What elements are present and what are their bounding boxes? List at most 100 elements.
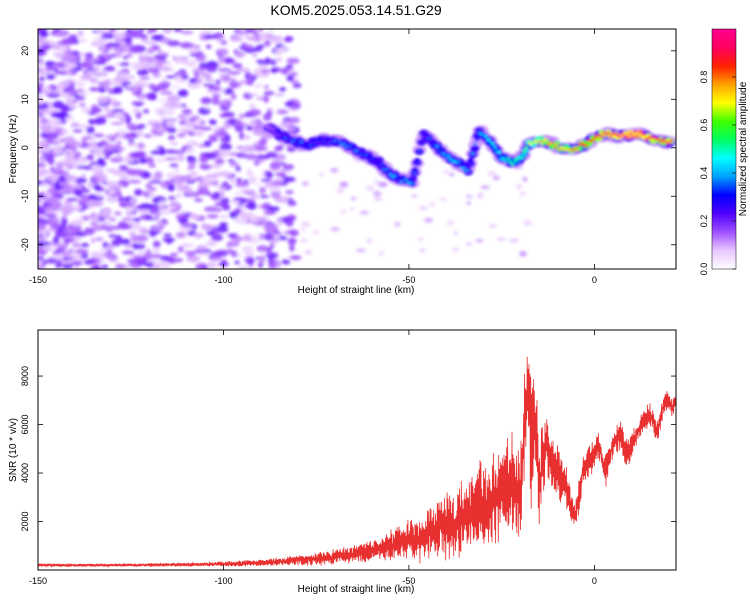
spectrogram-noise-cell	[94, 237, 104, 242]
spectrogram-noise-cell	[515, 184, 523, 190]
spectrogram-noise-cell	[282, 163, 295, 170]
spectrogram-noise-cell	[230, 92, 237, 101]
spectrogram-signal-cell	[364, 153, 368, 157]
spectrogram-noise-cell	[98, 247, 112, 251]
spectrogram-noise-cell	[154, 108, 160, 112]
spectrogram-noise-cell	[110, 121, 124, 126]
spectrogram-noise-cell	[166, 172, 176, 180]
spectrogram-noise-cell	[340, 210, 347, 214]
spectrogram-noise-cell	[76, 61, 82, 66]
spectrogram-noise-cell	[247, 73, 259, 79]
spectrogram-signal-cell	[593, 136, 597, 139]
spectrogram-noise-cell	[270, 35, 284, 44]
spectrogram-signal-cell	[277, 131, 281, 135]
spectrogram-signal-cell	[600, 135, 604, 138]
spectrogram-noise-cell	[149, 180, 163, 184]
spectrogram-noise-cell	[82, 188, 91, 193]
spectrogram-noise-cell	[136, 250, 146, 257]
spectrogram-signal-cell	[468, 160, 473, 163]
spectrogram-noise-cell	[208, 119, 217, 124]
spectrogram-noise-cell	[61, 263, 74, 269]
spectrogram-noise-cell	[173, 71, 188, 77]
spectrogram-signal-cell	[484, 134, 488, 138]
spectrogram-noise-cell	[312, 230, 319, 235]
spectrogram-noise-cell	[205, 240, 217, 247]
spectrogram-signal-cell	[413, 172, 417, 175]
spectrogram-noise-cell	[203, 140, 212, 147]
spectrogram-noise-cell	[173, 167, 180, 172]
spectrogram-noise-cell	[244, 153, 258, 160]
spectrogram-noise-cell	[250, 193, 260, 200]
spectrogram-noise-cell	[263, 84, 270, 90]
spectrogram-noise-cell	[176, 231, 186, 239]
spectrogram-noise-cell	[90, 137, 97, 145]
spectrogram-noise-cell	[93, 133, 105, 138]
spectrogram-signal-cell	[386, 167, 390, 171]
spectrogram-noise-cell	[63, 227, 70, 234]
spectrogram-noise-cell	[476, 194, 483, 199]
spectrogram-noise-cell	[118, 165, 128, 171]
spectrogram-noise-cell	[218, 68, 232, 72]
spectrogram-noise-cell	[108, 256, 119, 262]
spectrogram-noise-cell	[255, 183, 262, 187]
y-tick-label: 6000	[20, 415, 30, 435]
spectrogram-noise-cell	[194, 71, 200, 79]
spectrogram-signal-cell	[428, 136, 433, 140]
spectrogram-noise-cell	[38, 112, 44, 117]
spectrogram-noise-cell	[249, 103, 256, 110]
spectrogram-noise-cell	[86, 144, 99, 150]
spectrogram-noise-cell	[300, 221, 311, 227]
spectrogram-noise-cell	[139, 229, 151, 234]
spectrogram-noise-cell	[166, 40, 181, 47]
spectrogram-noise-cell	[146, 193, 157, 197]
spectrogram-noise-cell	[176, 193, 182, 199]
spectrogram-noise-cell	[38, 68, 45, 75]
spectrogram-noise-cell	[133, 151, 146, 159]
spectrogram-noise-cell	[135, 103, 142, 107]
spectrogram-noise-cell	[38, 235, 47, 243]
spectrogram-noise-cell	[56, 103, 70, 110]
y-tick-label: 2000	[20, 511, 30, 531]
spectrogram-signal-cell	[444, 156, 448, 160]
spectrogram-signal-cell	[462, 166, 466, 170]
spectrogram-noise-cell	[336, 187, 345, 194]
spectrogram-noise-cell	[234, 260, 240, 265]
spectrogram-signal-cell	[511, 163, 515, 166]
spectrogram-noise-cell	[201, 265, 209, 269]
spectrogram-noise-cell	[229, 35, 244, 42]
spectrogram-noise-cell	[265, 151, 278, 158]
spectrogram-signal-cell	[624, 134, 629, 138]
snr-background	[38, 330, 676, 570]
spectrogram-noise-cell	[186, 255, 201, 263]
spectrogram-noise-cell	[237, 265, 249, 269]
spectrogram-signal-cell	[557, 148, 562, 151]
spectrogram-noise-cell	[229, 80, 238, 89]
spectrogram-noise-cell	[465, 194, 474, 199]
spectrogram-noise-cell	[114, 211, 122, 216]
spectrogram-noise-cell	[128, 206, 134, 215]
spectrogram-noise-cell	[183, 186, 193, 194]
spectrogram-noise-cell	[165, 75, 177, 79]
spectrogram-signal-cell	[319, 137, 324, 141]
spectrogram-signal-cell	[466, 168, 471, 172]
spectrogram-noise-cell	[38, 168, 49, 176]
spectrogram-noise-cell	[208, 164, 222, 169]
spectrogram-noise-cell	[149, 230, 156, 238]
spectrogram-signal-cell	[433, 143, 437, 146]
spectrogram-noise-cell	[52, 236, 60, 244]
spectrogram-noise-cell	[121, 238, 131, 246]
spectrogram-noise-cell	[79, 124, 89, 129]
spectrogram-noise-cell	[38, 40, 44, 49]
spectrogram-noise-cell	[121, 250, 135, 255]
spectrogram-noise-cell	[248, 108, 262, 117]
spectrogram-noise-cell	[266, 108, 273, 113]
spectrogram-signal-cell	[551, 141, 555, 145]
spectrogram-noise-cell	[91, 104, 98, 110]
spectrogram-noise-cell	[129, 198, 136, 203]
spectrogram-noise-cell	[146, 259, 159, 263]
spectrogram-noise-cell	[197, 190, 210, 196]
spectrogram-noise-cell	[158, 98, 166, 103]
spectrogram-noise-cell	[143, 109, 150, 114]
spectrogram-noise-cell	[519, 250, 527, 257]
spectrogram-noise-cell	[158, 208, 171, 215]
